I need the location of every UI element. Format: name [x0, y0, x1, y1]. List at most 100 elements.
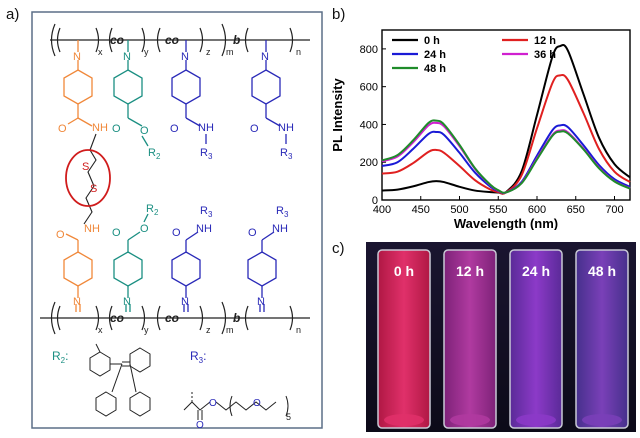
- plot-frame: [381, 29, 631, 201]
- x-tick-label: 700: [605, 204, 623, 216]
- atom-o: O: [112, 227, 121, 239]
- series-line-48h: [381, 119, 631, 194]
- sub-z-upper: z: [206, 47, 211, 57]
- sub-m-lower: m: [226, 325, 234, 335]
- sub-y-lower: y: [144, 325, 149, 335]
- r3-label: R3: [200, 205, 213, 219]
- peg-repeat-subscript: 5: [286, 412, 291, 422]
- atom-o: O: [112, 123, 121, 135]
- r2-label: R2: [148, 147, 161, 161]
- structure-panel: a) x co y co z m b n N O NH: [6, 6, 323, 431]
- disulfide-highlight-circle: [65, 149, 111, 207]
- sub-x-lower: x: [98, 325, 103, 335]
- vials: 0 h 12 h 24 h 48 h: [377, 249, 629, 429]
- atom-s: S: [82, 161, 89, 173]
- x-axis-label: Wavelength (nm): [454, 216, 558, 230]
- y-tick-label: 600: [360, 82, 378, 94]
- x-tick-label: 550: [489, 204, 507, 216]
- vial-label: 12 h: [456, 263, 484, 279]
- co-lower-2: co: [165, 311, 179, 325]
- vial-label: 48 h: [588, 263, 616, 279]
- orange-unit-lower: [63, 233, 93, 312]
- atom-n: N: [73, 296, 81, 308]
- plot-area: 400 450 500 550 600 650 700 0 200 400 600 800 Wavele…: [330, 29, 631, 231]
- upper-backbone: [50, 23, 310, 57]
- teal-unit-lower: [113, 213, 149, 312]
- sub-y-upper: y: [144, 47, 149, 57]
- atom-o: O: [140, 125, 149, 137]
- x-tick-label: 450: [412, 204, 430, 216]
- panel-label-a: a): [6, 6, 20, 23]
- atom-o: O: [58, 123, 67, 135]
- y-axis-label: PL Intensity: [330, 78, 345, 152]
- atom-nh: NH: [92, 122, 108, 134]
- atom-n: N: [181, 296, 189, 308]
- vial-photo-panel: c) 0 h 12 h 24 h 48 h: [328, 230, 640, 433]
- vial-label: 0 h: [394, 263, 414, 279]
- sub-n-upper: n: [296, 47, 301, 57]
- panel-label-b: b): [332, 6, 346, 23]
- legend-label: 0 h: [424, 35, 440, 47]
- vial-bottom-glow: [450, 414, 490, 426]
- atom-nh: NH: [272, 223, 288, 235]
- vial: [509, 249, 563, 429]
- legend-label: 36 h: [534, 49, 556, 61]
- y-tick-label: 0: [372, 195, 378, 207]
- panel-label-c: c): [332, 240, 345, 257]
- atom-n: N: [261, 51, 269, 63]
- pl-spectrum-chart: 400 450 500 550 600 650 700 0 200 400 600 800 Wavele…: [330, 29, 631, 231]
- r3-label: R3: [200, 147, 213, 161]
- vial: [443, 249, 497, 429]
- atom-nh: NH: [84, 223, 100, 235]
- atom-o: O: [248, 227, 257, 239]
- sub-x-upper: x: [98, 47, 103, 57]
- atom-o: O: [56, 229, 65, 241]
- legend-label: 24 h: [424, 49, 446, 61]
- atom-nh: NH: [198, 122, 214, 134]
- teal-unit-upper: [113, 40, 149, 147]
- atom-s: S: [90, 183, 97, 195]
- blue-unit-upper-2: [251, 40, 287, 144]
- y-tick-label: 800: [360, 44, 378, 56]
- vial-label: 24 h: [522, 263, 550, 279]
- pl-chart-panel: b) 400 450 500 550 600 650 700 0 200 400 600 800 Wav…: [328, 0, 640, 231]
- polymer-structure-diagram: x co y co z m b n N O NH N O O: [31, 11, 323, 431]
- b-lower: b: [233, 311, 240, 325]
- atom-n: N: [73, 51, 81, 63]
- blue-unit-lower-1: [171, 231, 201, 312]
- blue-unit-lower-2: [247, 231, 277, 312]
- peg-structure: [183, 392, 289, 420]
- atom-n: N: [123, 296, 131, 308]
- sub-n-lower: n: [296, 325, 301, 335]
- tpe-structure: [89, 343, 151, 417]
- atom-o: O: [172, 227, 181, 239]
- atom-o: O: [209, 398, 217, 409]
- atom-n: N: [123, 51, 131, 63]
- atom-o: O: [253, 398, 261, 409]
- atom-n: N: [181, 51, 189, 63]
- vial-photo: 0 h 12 h 24 h 48 h: [366, 242, 636, 432]
- atom-nh: NH: [196, 223, 212, 235]
- structure-frame: [31, 11, 323, 429]
- sub-m-upper: m: [226, 47, 234, 57]
- series-line-0h: [381, 44, 631, 195]
- vial-bottom-glow: [582, 414, 622, 426]
- b-upper: b: [233, 33, 240, 47]
- y-tick-label: 400: [360, 119, 378, 131]
- orange-unit-upper: [63, 40, 93, 127]
- sub-z-lower: z: [206, 325, 211, 335]
- vial-bottom-glow: [384, 414, 424, 426]
- co-upper-1: co: [110, 33, 124, 47]
- atom-o: O: [250, 123, 259, 135]
- disulfide-linker: [83, 133, 97, 225]
- atom-n: N: [257, 296, 265, 308]
- y-tick-label: 200: [360, 157, 378, 169]
- legend-label: 48 h: [424, 63, 446, 75]
- atom-o: O: [196, 420, 204, 431]
- legend-r3: R3:: [190, 349, 206, 365]
- atom-o: O: [170, 123, 179, 135]
- x-tick-label: 400: [373, 204, 391, 216]
- x-tick-label: 500: [450, 204, 468, 216]
- r2-label: R2: [146, 203, 159, 217]
- legend-label: 12 h: [534, 35, 556, 47]
